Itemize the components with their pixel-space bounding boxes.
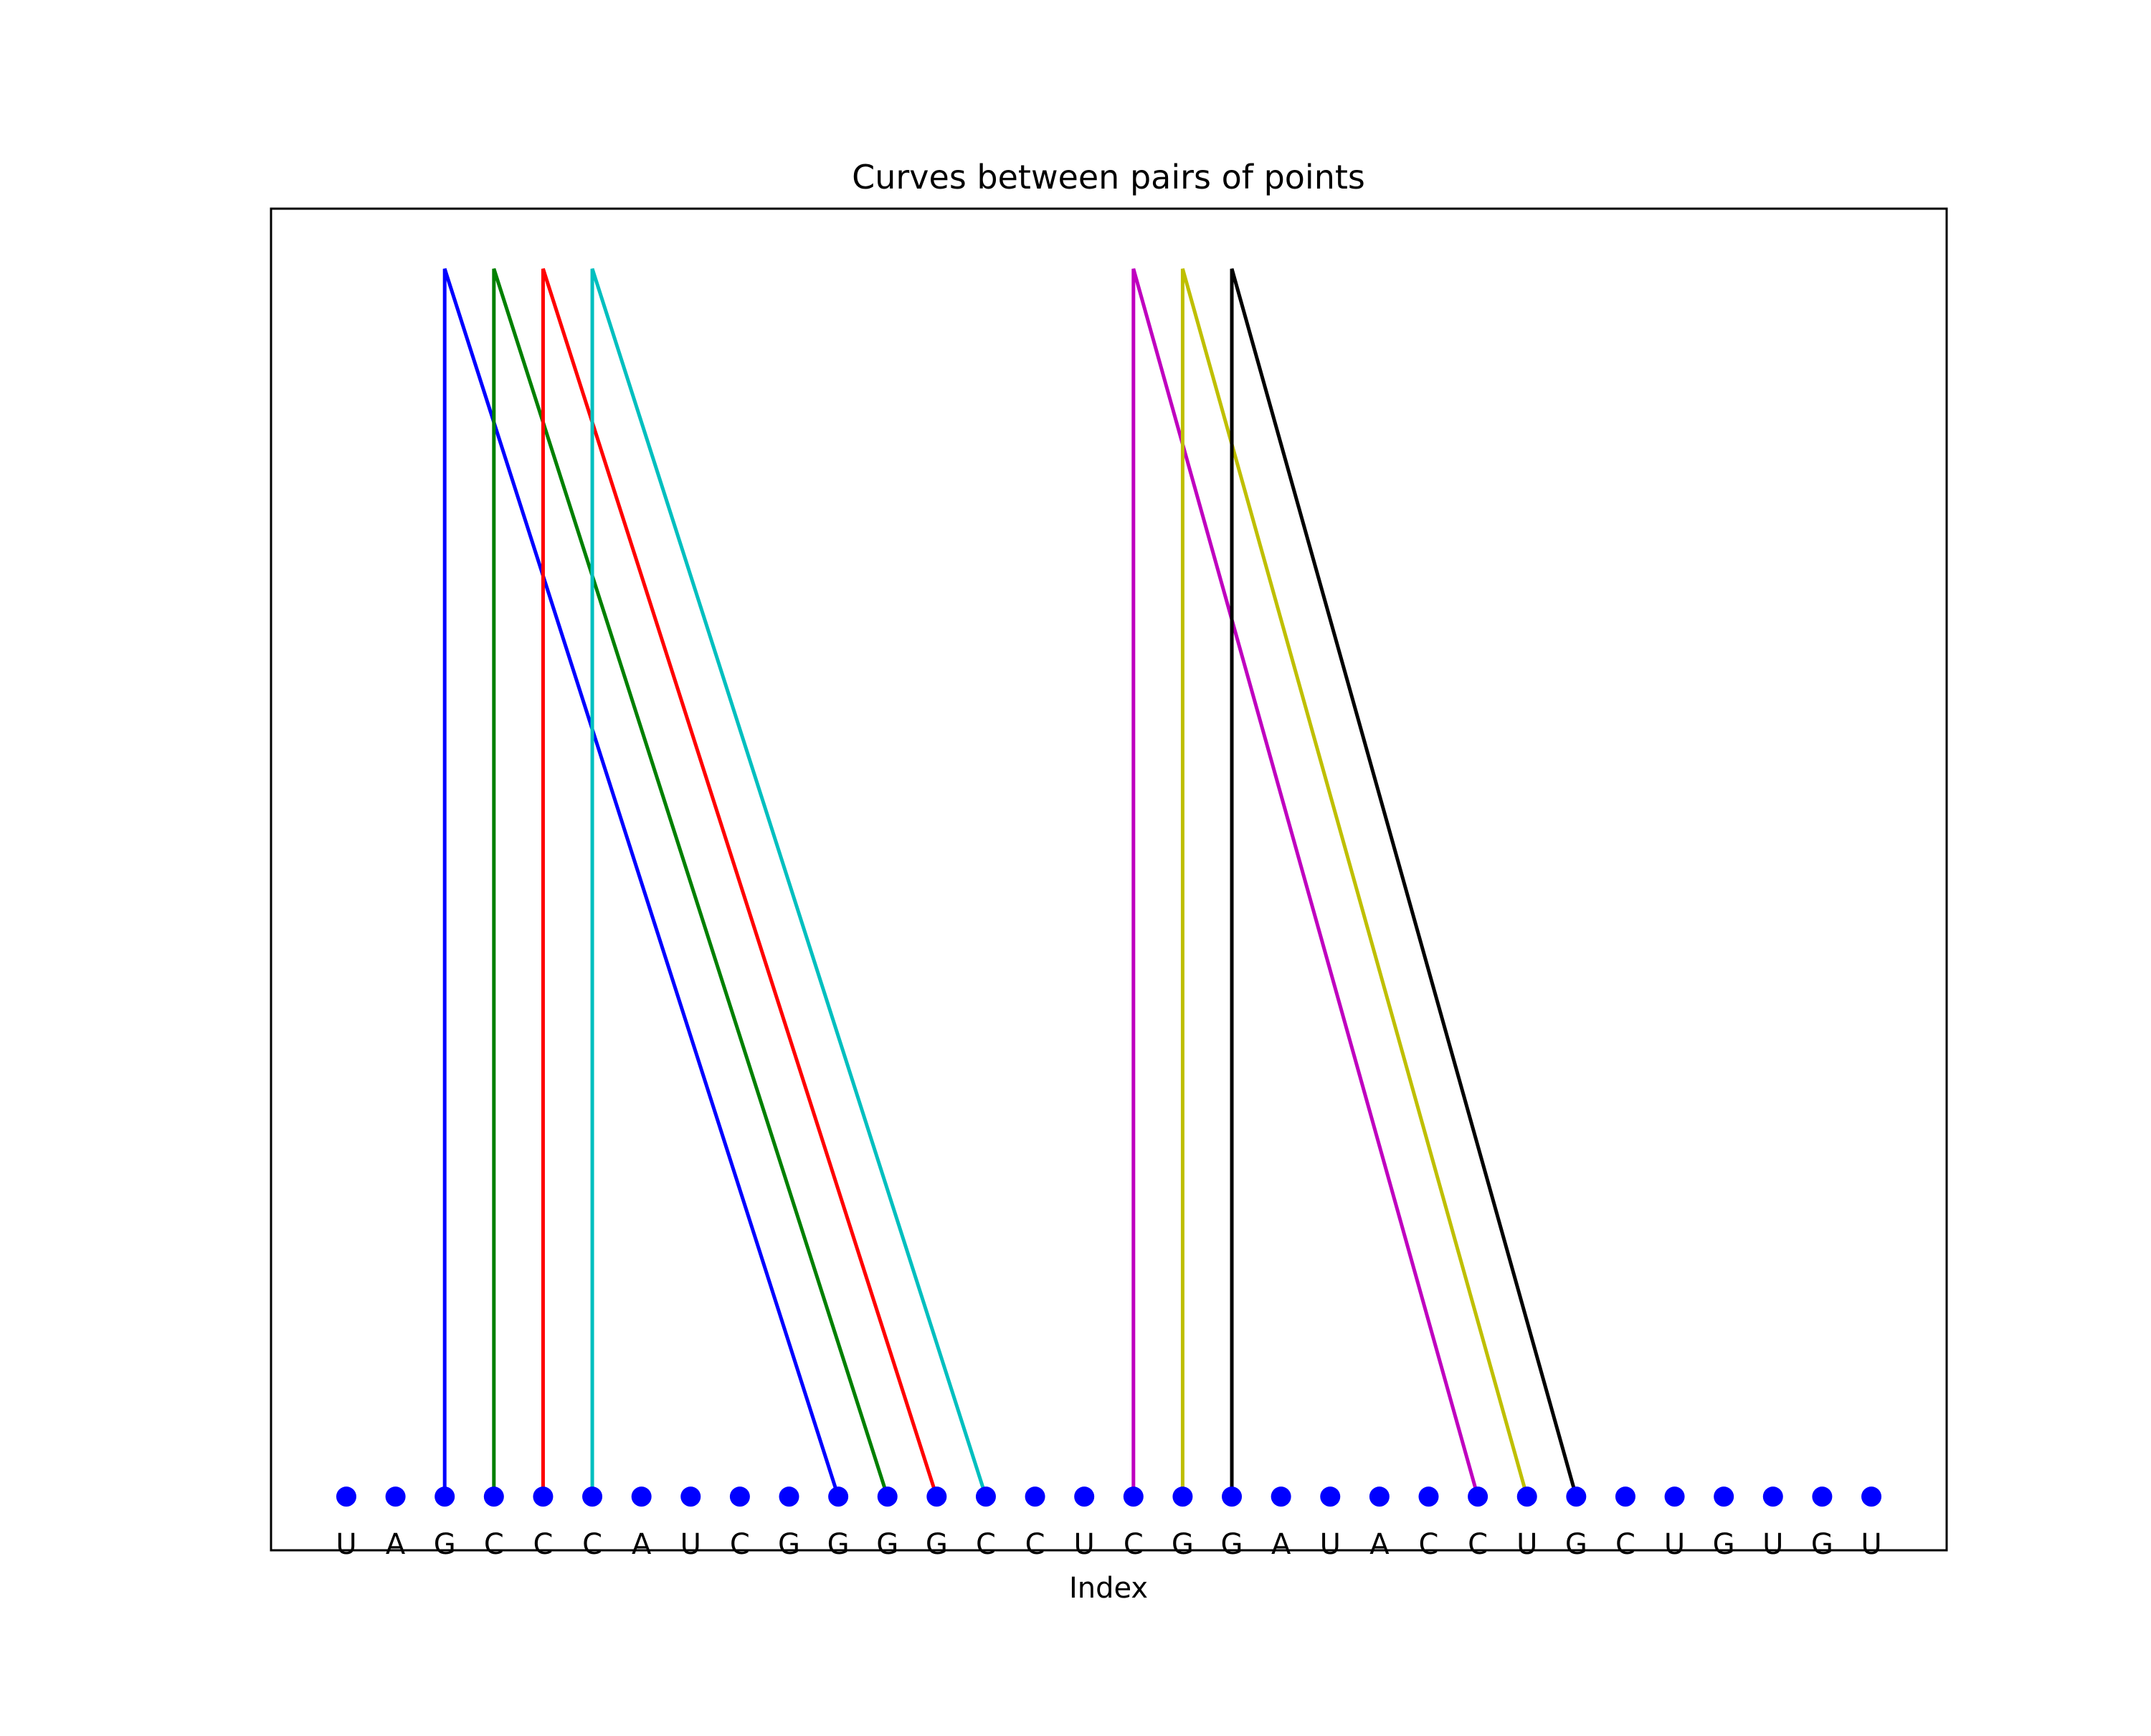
x-tick-label-6: A [632, 1528, 652, 1561]
x-tick-label-13: C [976, 1528, 996, 1561]
x-tick-label-29: U [1762, 1528, 1783, 1561]
sequence-point-7 [680, 1486, 701, 1507]
sequence-point-18 [1222, 1486, 1243, 1507]
x-tick-label-8: C [730, 1528, 750, 1561]
sequence-point-19 [1271, 1486, 1291, 1507]
sequence-point-8 [729, 1486, 750, 1507]
pair-curve-5-13 [590, 268, 988, 1497]
sequence-point-28 [1714, 1486, 1734, 1507]
sequence-point-0 [336, 1486, 356, 1507]
sequence-point-11 [877, 1486, 898, 1507]
plot-frame [270, 207, 1948, 1552]
x-tick-label-4: C [533, 1528, 553, 1561]
sequence-point-5 [582, 1486, 603, 1507]
sequence-point-17 [1172, 1486, 1193, 1507]
x-tick-label-5: C [582, 1528, 602, 1561]
sequence-point-16 [1123, 1486, 1144, 1507]
sequence-point-30 [1812, 1486, 1833, 1507]
sequence-point-23 [1468, 1486, 1488, 1507]
x-tick-label-23: C [1468, 1528, 1488, 1561]
sequence-point-21 [1369, 1486, 1390, 1507]
x-tick-label-27: U [1664, 1528, 1685, 1561]
sequence-point-14 [1025, 1486, 1045, 1507]
x-tick-label-7: U [680, 1528, 701, 1561]
sequence-point-4 [533, 1486, 554, 1507]
x-tick-label-26: C [1615, 1528, 1635, 1561]
x-tick-label-9: G [778, 1528, 800, 1561]
x-tick-label-15: U [1074, 1528, 1095, 1561]
pair-curve-18-25 [1230, 268, 1578, 1497]
pair-curves [442, 268, 1578, 1497]
x-tick-label-25: G [1565, 1528, 1587, 1561]
pair-curve-16-23 [1131, 268, 1480, 1497]
x-tick-label-12: G [926, 1528, 948, 1561]
sequence-point-25 [1566, 1486, 1587, 1507]
x-tick-label-11: G [876, 1528, 898, 1561]
sequence-point-9 [779, 1486, 799, 1507]
chart-title: Curves between pairs of points [852, 158, 1365, 196]
x-tick-label-20: U [1320, 1528, 1341, 1561]
x-tick-label-1: A [386, 1528, 406, 1561]
x-tick-label-30: G [1811, 1528, 1833, 1561]
pair-curve-3-11 [492, 268, 890, 1497]
x-tick-label-19: A [1271, 1528, 1291, 1561]
x-tick-label-3: C [484, 1528, 504, 1561]
sequence-point-10 [828, 1486, 849, 1507]
pair-curve-4-12 [541, 268, 939, 1497]
x-tick-label-10: G [827, 1528, 850, 1561]
sequence-point-13 [975, 1486, 996, 1507]
sequence-point-20 [1320, 1486, 1341, 1507]
sequence-points [336, 1486, 1882, 1507]
pair-curve-17-24 [1180, 268, 1529, 1497]
x-tick-label-14: C [1025, 1528, 1045, 1561]
x-tick-label-22: C [1419, 1528, 1439, 1561]
sequence-point-6 [631, 1486, 652, 1507]
x-tick-label-24: U [1516, 1528, 1537, 1561]
sequence-point-26 [1615, 1486, 1635, 1507]
x-axis-label: Index [1069, 1572, 1148, 1605]
sequence-point-22 [1418, 1486, 1439, 1507]
sequence-point-27 [1664, 1486, 1685, 1507]
sequence-point-12 [926, 1486, 947, 1507]
sequence-point-31 [1861, 1486, 1882, 1507]
x-tick-label-17: G [1172, 1528, 1194, 1561]
x-tick-label-16: C [1124, 1528, 1144, 1561]
sequence-point-1 [385, 1486, 406, 1507]
sequence-point-2 [435, 1486, 455, 1507]
sequence-point-15 [1074, 1486, 1095, 1507]
x-tick-label-31: U [1861, 1528, 1881, 1561]
sequence-point-3 [483, 1486, 504, 1507]
x-tick-label-21: A [1369, 1528, 1390, 1561]
pair-curve-2-10 [442, 268, 840, 1497]
sequence-point-24 [1516, 1486, 1537, 1507]
x-tick-label-0: U [336, 1528, 356, 1561]
sequence-point-29 [1762, 1486, 1783, 1507]
x-tick-label-18: G [1221, 1528, 1243, 1561]
x-tick-label-28: G [1713, 1528, 1735, 1561]
x-tick-label-2: G [434, 1528, 456, 1561]
